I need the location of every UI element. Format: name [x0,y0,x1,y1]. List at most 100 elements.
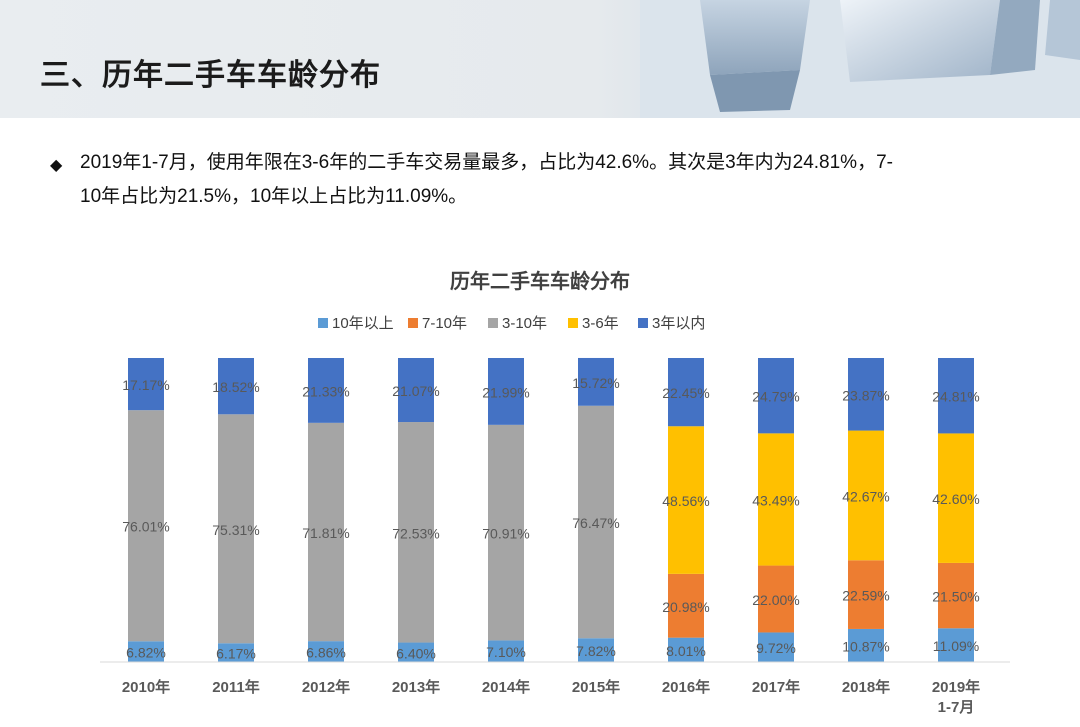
bar-segment-1-2 [218,414,254,644]
legend-label-1: 7-10年 [422,315,467,332]
data-label-6-4: 22.45% [662,385,709,401]
x-tick-label-7: 2017年 [752,678,800,696]
bar-segment-6-3 [668,426,704,574]
bar-segment-7-0 [758,632,794,662]
legend-swatch-2 [488,318,498,328]
bar-segment-8-3 [848,430,884,561]
data-label-6-1: 20.98% [662,599,709,615]
data-label-1-4: 18.52% [212,379,259,395]
summary-line-1: 2019年1-7月，使用年限在3-6年的二手车交易量最多，占比为42.6%。其次… [80,152,893,173]
data-label-5-2: 76.47% [572,515,619,531]
bar-segment-3-0 [398,642,434,662]
data-label-5-4: 15.72% [572,375,619,391]
bar-segment-7-3 [758,433,794,566]
legend-label-3: 3-6年 [582,315,619,332]
x-tick-label-2: 2012年 [302,678,350,696]
data-label-2-0: 6.86% [306,645,346,661]
data-label-9-0: 11.09% [933,638,979,654]
page-title: 三、历年二手车车龄分布 [40,59,381,92]
legend-swatch-0 [318,318,328,328]
bar-segment-6-1 [668,573,704,638]
bar-segment-6-0 [668,637,704,662]
data-label-9-4: 24.81% [932,389,979,405]
data-label-4-0: 7.10% [486,644,526,660]
bar-segment-0-4 [128,358,164,411]
chart-bars: 6.82% 76.01% 17.17% 6.17% 75.31% 18.52% 6.86% 7… [122,357,980,662]
summary-line-2: 10年占比为21.5%，10年以上占比为11.09%。 [80,186,468,207]
x-axis: 2010年 2011年 2012年 2013年 2014年 2015年 2016年 2017年… [100,661,1010,716]
data-label-2-2: 71.81% [302,525,349,541]
x-tick-label-0: 2010年 [122,678,170,696]
bar-segment-8-1 [848,560,884,629]
bar-segment-4-0 [488,640,524,662]
data-label-0-4: 17.17% [122,377,169,393]
data-label-4-2: 70.91% [482,526,529,542]
bar-segment-9-3 [938,433,974,563]
data-label-6-0: 8.01% [666,643,706,659]
bar-segment-9-4 [938,358,974,434]
data-label-4-4: 21.99% [482,384,529,400]
summary-bullet: ◆ 2019年1-7月，使用年限在3-6年的二手车交易量最多，占比为42.6%。… [50,146,1030,214]
data-label-7-0: 9.72% [756,640,796,656]
x-tick-label-6: 2016年 [662,678,710,696]
bar-segment-1-4 [218,358,254,415]
bar-segment-5-2 [578,405,614,639]
legend-swatch-1 [408,318,418,328]
bar-segment-3-2 [398,422,434,643]
data-label-5-0: 7.82% [576,643,616,659]
data-label-8-3: 42.67% [842,488,889,504]
data-label-3-4: 21.07% [392,383,439,399]
bar-segment-2-2 [308,422,344,642]
bar-segment-4-2 [488,424,524,641]
data-label-3-0: 6.40% [396,645,436,661]
x-tick-label-4: 2014年 [482,678,530,696]
chart-legend: 10年以上 7-10年 3-10年 3-6年 3年以内 [318,315,705,332]
data-label-3-2: 72.53% [392,525,439,541]
slide-header: 三、历年二手车车龄分布 [0,0,1080,118]
x-tick-label-5: 2015年 [572,678,620,696]
x-tick-label-8: 2018年 [842,678,890,696]
data-label-0-2: 76.01% [122,519,169,535]
legend-swatch-4 [638,318,648,328]
x-tick-label-1: 2011年 [212,678,260,696]
data-label-7-1: 22.00% [752,592,799,608]
legend-swatch-3 [568,318,578,328]
data-label-0-0: 6.82% [126,645,166,661]
legend-label-4: 3年以内 [652,315,705,332]
data-label-6-3: 48.56% [662,493,709,509]
bar-segment-3-4 [398,358,434,423]
bar-segment-7-1 [758,565,794,633]
data-label-9-1: 21.50% [932,589,979,605]
data-label-2-4: 21.33% [302,383,349,399]
stacked-bar-chart: 历年二手车车龄分布 10年以上 7-10年 3-10年 3-6年 3年以内 6.82% 7… [100,269,1010,716]
data-label-8-0: 10.87% [842,638,889,654]
data-label-9-3: 42.60% [932,491,979,507]
legend-label-0: 10年以上 [332,315,394,332]
data-label-1-0: 6.17% [216,646,256,662]
bar-segment-5-0 [578,638,614,662]
bar-segment-1-0 [218,643,254,662]
legend-label-2: 3-10年 [502,315,547,332]
diamond-bullet-icon: ◆ [50,157,63,174]
data-label-7-3: 43.49% [752,492,799,508]
chart-title: 历年二手车车龄分布 [450,269,630,293]
bar-segment-8-0 [848,628,884,662]
bar-segment-0-0 [128,641,164,662]
data-label-8-1: 22.59% [842,588,889,604]
data-label-1-2: 75.31% [212,522,259,538]
bar-segment-2-0 [308,641,344,662]
bar-segment-2-4 [308,358,344,423]
bar-segment-4-4 [488,358,524,425]
x-tick-label-9: 2019年 1-7月 [932,678,980,716]
bar-segment-8-4 [848,358,884,431]
data-label-8-4: 23.87% [842,387,889,403]
x-tick-label-3: 2013年 [392,678,440,696]
bar-segment-0-2 [128,410,164,642]
cubes-decoration-icon [640,0,1080,118]
bar-segment-5-4 [578,357,614,406]
bar-segment-9-1 [938,562,974,629]
data-label-7-4: 24.79% [752,389,799,405]
bar-segment-9-0 [938,628,974,662]
bar-segment-6-4 [668,358,704,427]
bar-segment-7-4 [758,358,794,434]
